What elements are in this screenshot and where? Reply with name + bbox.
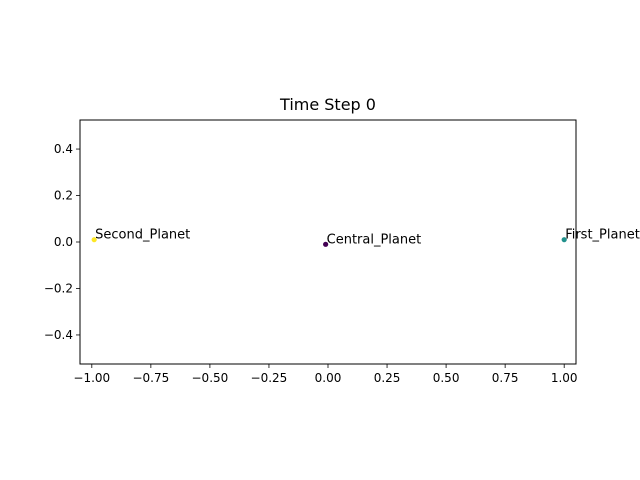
point-label: Central_Planet [327,232,422,247]
point-marker [91,237,97,243]
y-tick-label: 0.4 [54,142,73,156]
y-tick-label: 0.2 [54,189,73,203]
x-tick-label: 0.75 [492,371,519,385]
x-tick-label: −0.50 [192,371,229,385]
data-points: Central_Planet First_Planet Second_Planet [91,228,640,247]
x-tick-label: 0.00 [315,371,342,385]
x-tick-label: −0.25 [251,371,288,385]
y-tick-label: −0.4 [44,328,73,342]
y-tick-label: 0.0 [54,235,73,249]
point-label: First_Planet [565,228,640,243]
point-marker [323,241,329,247]
x-axis: −1.00 −0.75 −0.50 −0.25 0.00 0.25 0.50 0.75 1.00 [73,364,578,385]
point-marker [561,237,567,243]
x-tick-label: −1.00 [73,371,110,385]
y-tick-label: −0.2 [44,281,73,295]
chart-title: Time Step 0 [279,95,376,114]
point-label: Second_Planet [95,228,190,243]
x-tick-label: −0.75 [132,371,169,385]
x-tick-label: 1.00 [551,371,578,385]
x-tick-label: 0.25 [374,371,401,385]
x-tick-label: 0.50 [433,371,460,385]
y-axis: 0.4 0.2 0.0 −0.2 −0.4 [44,142,80,342]
